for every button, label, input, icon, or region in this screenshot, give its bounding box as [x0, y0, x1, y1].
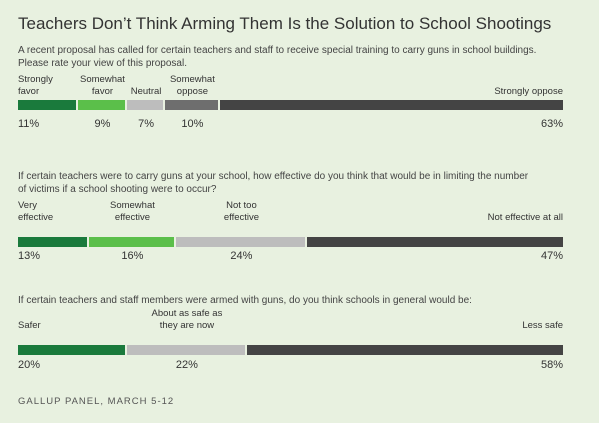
category-label: Less safe — [522, 320, 563, 332]
chart-section-3: Safer 20% About as safe asthey are now 22% L… — [18, 0, 563, 380]
stacked-bar — [18, 345, 563, 355]
bar-segment-less-safe — [247, 345, 563, 355]
percent-label: 20% — [18, 359, 40, 371]
category-label: About as safe asthey are now — [152, 308, 223, 332]
bar-segment-about-as-safe-as-they-are-now — [127, 345, 245, 355]
percent-label: 22% — [176, 359, 198, 371]
category-label: Safer — [18, 320, 41, 332]
bar-segment-safer — [18, 345, 125, 355]
source-footer: GALLUP PANEL, MARCH 5-12 — [18, 396, 174, 407]
percent-label: 58% — [541, 359, 563, 371]
